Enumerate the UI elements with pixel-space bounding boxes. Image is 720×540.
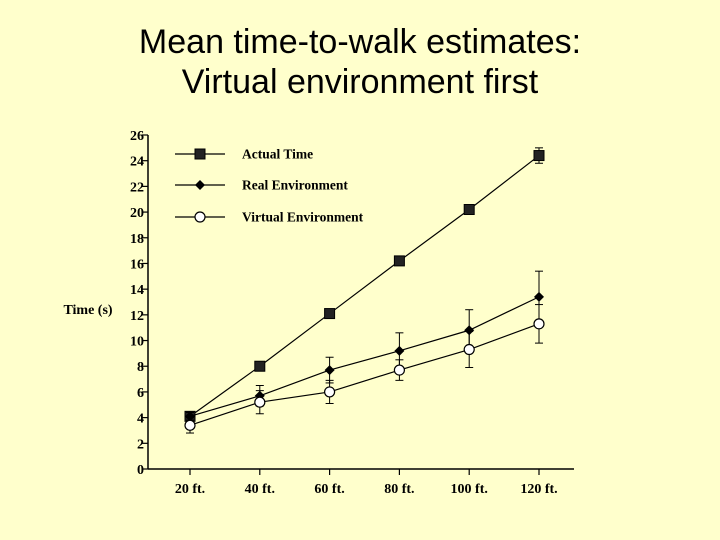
legend-marker-actual-time (194, 148, 206, 160)
data-point-real-environment (534, 291, 544, 302)
y-tick-label: 4 (137, 412, 144, 427)
y-tick-label: 18 (130, 232, 144, 247)
data-point-real-environment (394, 345, 405, 356)
series-line-actual-time (189, 155, 540, 417)
x-tick-label: 60 ft. (314, 482, 344, 497)
data-point-actual-time (324, 308, 336, 320)
data-point-virtual-environment (393, 364, 405, 376)
legend-label-actual-time: Actual Time (242, 147, 313, 162)
y-tick-label: 8 (137, 360, 144, 375)
data-point-real-environment (185, 411, 195, 422)
y-tick-label: 2 (137, 437, 144, 452)
y-tick-label: 14 (130, 283, 144, 298)
x-tick-label: 100 ft. (451, 482, 488, 497)
y-tick-label: 0 (137, 463, 144, 478)
series-line-virtual-environment (189, 323, 540, 426)
data-point-real-environment (324, 365, 335, 376)
data-point-actual-time (463, 204, 475, 216)
slide-title: Mean time-to-walk estimates: Virtual env… (0, 22, 720, 102)
data-point-virtual-environment (254, 396, 266, 408)
y-axis-label: Time (s) (63, 303, 112, 318)
legend-label-real-environment: Real Environment (242, 178, 348, 193)
data-point-virtual-environment (184, 419, 196, 431)
y-tick-label: 26 (130, 129, 144, 144)
legend-label-virtual-environment: Virtual Environment (242, 210, 364, 225)
slide-title-line-1: Mean time-to-walk estimates: (138, 23, 582, 61)
data-point-actual-time (533, 150, 545, 162)
y-tick-label: 12 (130, 309, 144, 324)
y-tick-label: 22 (130, 180, 144, 195)
data-point-virtual-environment (463, 343, 475, 356)
data-point-real-environment (464, 325, 475, 336)
x-tick-label: 80 ft. (384, 482, 414, 497)
legend-marker-real-environment (195, 180, 205, 190)
x-tick-label: 40 ft. (245, 482, 275, 497)
y-tick-label: 16 (130, 257, 144, 272)
x-tick-label: 120 ft. (520, 482, 557, 497)
x-tick-label: 20 ft. (175, 482, 205, 497)
data-point-actual-time (254, 360, 266, 372)
y-tick-label: 10 (130, 335, 144, 350)
y-tick-label: 20 (130, 206, 144, 221)
data-point-virtual-environment (533, 318, 545, 330)
y-tick-label: 6 (137, 386, 144, 401)
y-tick-label: 24 (130, 155, 144, 170)
legend-marker-virtual-environment (194, 211, 206, 223)
slide-title-line-2: Virtual environment first (181, 63, 539, 101)
data-point-virtual-environment (324, 386, 336, 398)
data-point-actual-time (393, 255, 405, 267)
series-line-real-environment (189, 296, 540, 417)
